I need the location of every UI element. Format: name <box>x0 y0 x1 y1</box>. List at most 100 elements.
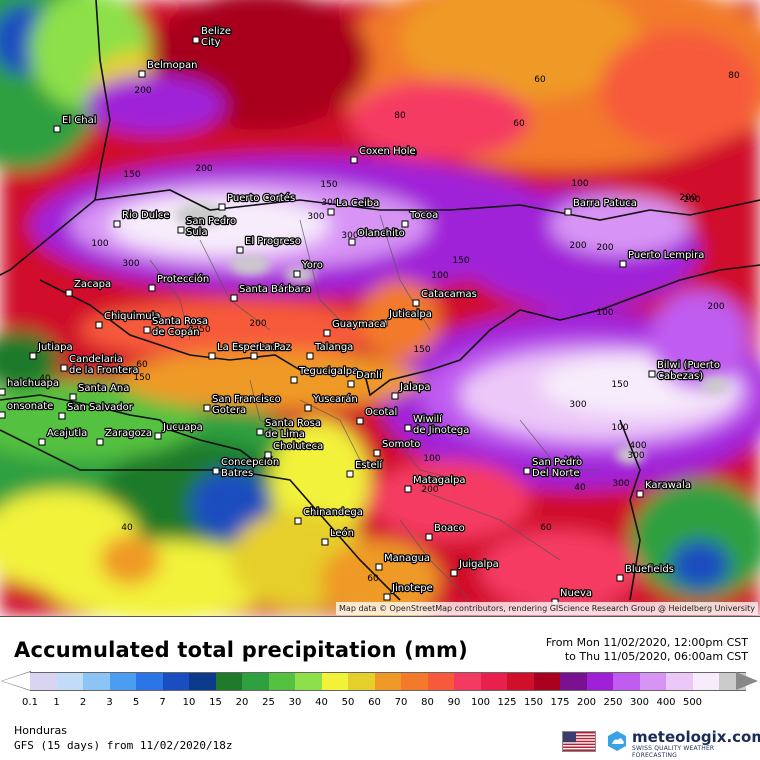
city-marker[interactable] <box>208 352 216 360</box>
city-marker[interactable] <box>113 220 121 228</box>
city-marker[interactable] <box>290 376 298 384</box>
city-marker[interactable] <box>293 270 301 278</box>
city-marker[interactable] <box>636 490 644 498</box>
city-marker[interactable] <box>0 411 6 419</box>
city-label: Boaco <box>434 523 465 534</box>
city-label: Jutiapa <box>37 342 73 353</box>
city-label: Jucuapa <box>162 422 203 433</box>
city-label: Candelaria <box>69 354 123 365</box>
city-marker[interactable] <box>619 260 627 268</box>
city-marker[interactable] <box>523 467 531 475</box>
us-flag-icon[interactable] <box>562 731 596 752</box>
city-marker[interactable] <box>65 289 73 297</box>
legend-swatch <box>268 672 295 691</box>
city-marker[interactable] <box>294 517 302 525</box>
legend-tick-label: 30 <box>288 697 302 708</box>
city-marker[interactable] <box>96 438 104 446</box>
city-marker[interactable] <box>380 319 388 327</box>
city-label: Santa Bárbara <box>239 283 311 295</box>
city-marker[interactable] <box>450 569 458 577</box>
city-marker[interactable] <box>327 208 335 216</box>
city-marker[interactable] <box>53 125 61 133</box>
city-marker[interactable] <box>230 294 238 302</box>
city-marker[interactable] <box>425 533 433 541</box>
city-marker[interactable] <box>304 404 312 412</box>
city-marker[interactable] <box>404 424 412 432</box>
city-label: Acajutla <box>47 428 87 439</box>
legend-swatch <box>321 672 348 691</box>
city-marker[interactable] <box>564 208 572 216</box>
city-marker[interactable] <box>138 70 146 78</box>
city-marker[interactable] <box>154 432 162 440</box>
city-marker[interactable] <box>60 364 68 372</box>
city-marker[interactable] <box>38 438 46 446</box>
city-marker[interactable] <box>346 470 354 478</box>
city-marker[interactable] <box>264 451 272 459</box>
contour-labels: 2002001508060608010010010015020020030020… <box>39 71 740 584</box>
contour-label: 200 <box>596 243 613 253</box>
city-marker[interactable] <box>143 326 151 334</box>
city-marker[interactable] <box>256 428 264 436</box>
legend-tick-label: 2 <box>79 697 87 708</box>
city-marker[interactable] <box>212 467 220 475</box>
city-marker[interactable] <box>616 574 624 582</box>
city-label: Matagalpa <box>413 475 466 486</box>
city-marker[interactable] <box>29 352 37 360</box>
city-marker[interactable] <box>375 563 383 571</box>
city-marker[interactable] <box>177 226 185 234</box>
contour-label: 200 <box>683 195 700 205</box>
city-label: Choluteca <box>273 441 323 452</box>
city-marker[interactable] <box>218 203 226 211</box>
city-label: Sula <box>186 227 208 238</box>
city-marker[interactable] <box>203 404 211 412</box>
contour-label: 40 <box>121 523 133 533</box>
legend-swatch <box>480 672 507 691</box>
city-label: onsonate <box>7 401 53 412</box>
contour-label: 60 <box>513 119 525 129</box>
city-label: León <box>330 527 354 539</box>
legend-tick-label: 15 <box>209 697 222 708</box>
city-marker[interactable] <box>347 380 355 388</box>
contour-label: 300 <box>122 259 139 269</box>
city-marker[interactable] <box>383 593 391 601</box>
city-marker[interactable] <box>250 352 258 360</box>
city-marker[interactable] <box>95 321 103 329</box>
legend-swatch <box>162 672 189 691</box>
city-label: Protección <box>157 273 209 285</box>
city-marker[interactable] <box>236 246 244 254</box>
city-marker[interactable] <box>648 370 656 378</box>
city-marker[interactable] <box>412 299 420 307</box>
city-marker[interactable] <box>192 36 200 44</box>
city-marker[interactable] <box>404 485 412 493</box>
contour-label: 200 <box>563 455 580 465</box>
contour-label: 300 <box>612 479 629 489</box>
city-marker[interactable] <box>321 538 329 546</box>
city-marker[interactable] <box>350 156 358 164</box>
city-marker[interactable] <box>401 220 409 228</box>
city-marker[interactable] <box>323 329 331 337</box>
legend-swatch <box>136 672 163 691</box>
legend-swatch <box>560 672 587 691</box>
brand-logo[interactable]: meteologix.com SWISS QUALITY WEATHER FOR… <box>606 728 760 759</box>
city-marker[interactable] <box>356 417 364 425</box>
city-marker[interactable] <box>348 238 356 246</box>
precipitation-map[interactable]: 200 200 150 80 60 60 80 100 100 100 150 200 200 300 20… <box>0 0 760 617</box>
contour-label: 150 <box>320 180 337 190</box>
city-marker[interactable] <box>58 412 66 420</box>
city-marker[interactable] <box>373 449 381 457</box>
city-marker[interactable] <box>306 352 314 360</box>
city-marker[interactable] <box>391 392 399 400</box>
contour-label: 100 <box>431 271 448 281</box>
city-marker[interactable] <box>148 284 156 292</box>
map-attribution[interactable]: Map data © OpenStreetMap contributors, r… <box>336 602 758 615</box>
legend-tick-label: 60 <box>368 697 381 708</box>
city-label: de Copán <box>152 326 200 338</box>
legend-tick-label: 90 <box>447 697 461 708</box>
city-marker[interactable] <box>0 388 6 396</box>
borders <box>0 0 760 601</box>
city-marker[interactable] <box>69 393 77 401</box>
city-label: Olanchito <box>357 228 405 239</box>
city-label: San Pedro <box>532 457 582 468</box>
legend-swatch <box>639 672 666 691</box>
city-label: La Ceiba <box>336 198 379 209</box>
